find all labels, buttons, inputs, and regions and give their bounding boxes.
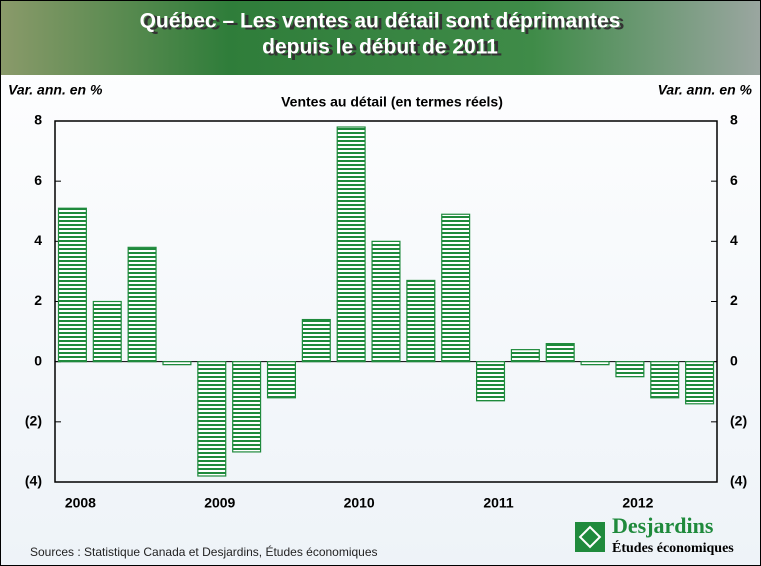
- bar: [441, 213, 471, 363]
- bar: [510, 349, 540, 363]
- y-tick-label: 0: [730, 352, 738, 368]
- y-tick-label: 6: [34, 172, 42, 188]
- title-line: Québec – Les ventes au détail sont dépri…: [140, 10, 621, 33]
- bar: [475, 361, 506, 402]
- bar: [266, 361, 297, 399]
- x-tick-label: 2012: [622, 495, 653, 511]
- y-tick-label: 2: [730, 292, 738, 308]
- source: Sources : Statistique Canada et Desjardi…: [30, 544, 378, 559]
- bar: [127, 246, 157, 363]
- x-tick-label: 2009: [204, 495, 235, 511]
- y-tick-label: 8: [34, 112, 42, 128]
- y-tick-label: 4: [730, 232, 738, 248]
- y-tick-label: (2): [25, 413, 42, 429]
- bar: [92, 300, 122, 363]
- y2-axis-label: Var. ann. en %: [658, 82, 753, 98]
- bar: [162, 361, 192, 366]
- x-tick-label: 2011: [483, 495, 514, 511]
- bar: [580, 361, 610, 366]
- y-axis-label: Var. ann. en %: [8, 82, 103, 98]
- y-tick-label: (4): [730, 473, 747, 489]
- logo: Desjardins Études économiques: [575, 513, 734, 556]
- y-tick-label: (4): [25, 473, 42, 489]
- y-tick-label: 0: [34, 352, 42, 368]
- bar: [301, 318, 331, 363]
- y-tick-label: 4: [34, 232, 42, 248]
- x-tick-label: 2010: [344, 495, 375, 511]
- y-tick-label: 6: [730, 172, 738, 188]
- logo-icon-mark: [578, 525, 602, 549]
- bar: [232, 361, 262, 453]
- bar: [685, 361, 715, 405]
- logo-sub: Études économiques: [612, 539, 734, 556]
- bar: [197, 361, 227, 477]
- header: [1, 1, 760, 75]
- bar: [406, 279, 436, 363]
- title-shadow: depuis le début de 2011: [266, 38, 502, 61]
- title: Québec – Les ventes au détail sont dépri…: [140, 10, 625, 61]
- y-tick-label: 2: [34, 292, 42, 308]
- x-tick-label: 2008: [65, 495, 96, 511]
- bar: [57, 207, 87, 363]
- bar: [615, 361, 645, 378]
- title-line: depuis le début de 2011: [262, 36, 498, 59]
- y-tick-label: 8: [730, 112, 738, 128]
- title-shadow: Québec – Les ventes au détail sont dépri…: [144, 12, 625, 35]
- bar: [650, 361, 680, 399]
- logo-name: Desjardins: [612, 513, 714, 538]
- bar: [545, 343, 575, 363]
- chart-subtitle: Ventes au détail (en termes réels): [281, 94, 503, 110]
- bar: [336, 126, 366, 363]
- y-tick-label: (2): [730, 413, 747, 429]
- bar: [371, 240, 401, 363]
